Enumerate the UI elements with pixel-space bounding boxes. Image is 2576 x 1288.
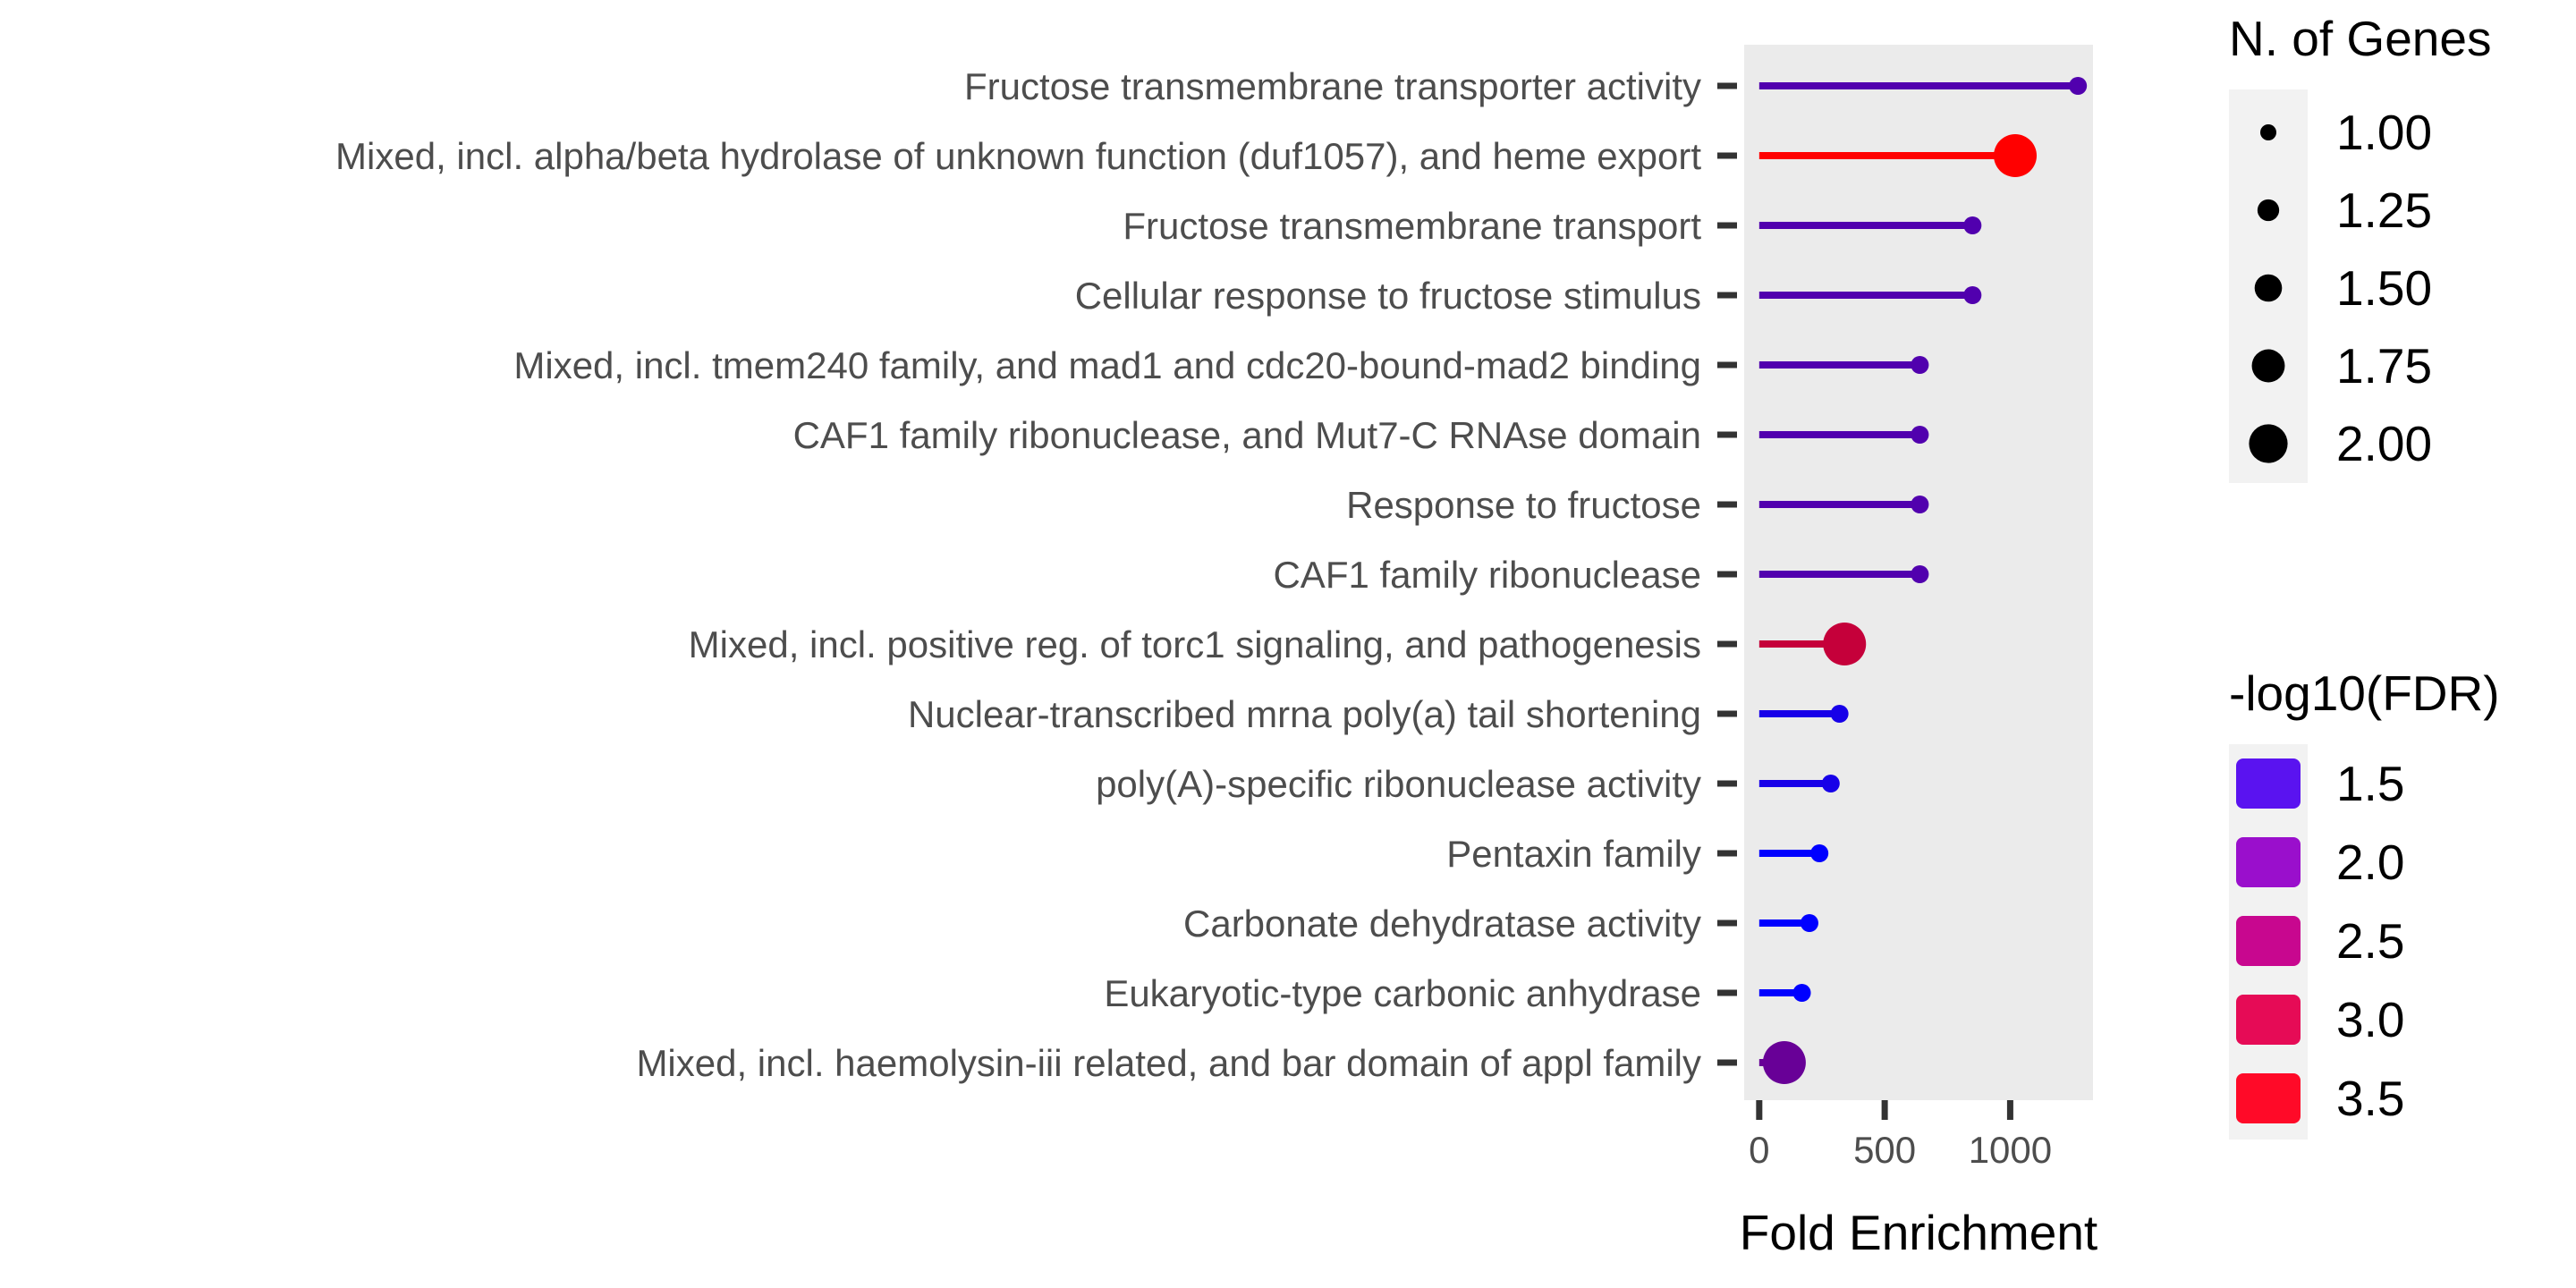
y-tick-label: Pentaxin family <box>1446 833 1701 875</box>
y-tick-label: Cellular response to fructose stimulus <box>1075 275 1701 317</box>
y-tick-label: Carbonate dehydratase activity <box>1183 902 1701 945</box>
lollipop-point <box>1994 134 2038 177</box>
lollipop-point <box>1800 914 1818 932</box>
size-legend-label: 2.00 <box>2336 416 2432 471</box>
y-tick-label: poly(A)-specific ribonuclease activity <box>1096 763 1701 805</box>
lollipop-point <box>1792 984 1811 1002</box>
y-tick-label: Fructose transmembrane transport <box>1123 205 1701 247</box>
size-legend-label: 1.00 <box>2336 105 2432 160</box>
data-marks <box>1758 77 2088 1084</box>
size-legend: N. of Genes 1.00 1.25 1.50 1.75 2.00 <box>2229 11 2491 483</box>
x-tick-label: 1000 <box>1969 1129 2052 1171</box>
lollipop-point <box>2069 77 2088 95</box>
x-tick-label: 0 <box>1749 1129 1769 1171</box>
color-legend-label: 3.5 <box>2336 1071 2404 1126</box>
size-legend-label: 1.50 <box>2336 260 2432 316</box>
x-axis: 0 500 1000 <box>1749 1100 2052 1171</box>
size-legend-key <box>2257 199 2280 222</box>
x-tick-label: 500 <box>1853 1129 1916 1171</box>
color-legend-label: 2.0 <box>2336 835 2404 890</box>
lollipop-point <box>1911 356 1929 374</box>
y-tick-label: Nuclear-transcribed mrna poly(a) tail sh… <box>908 693 1701 735</box>
lollipop-point <box>1810 844 1829 862</box>
lollipop-point <box>1821 775 1840 792</box>
color-legend-key <box>2236 995 2301 1045</box>
size-legend-key <box>2251 349 2285 383</box>
y-tick-label: CAF1 family ribonuclease <box>1273 554 1701 596</box>
lollipop-point <box>1963 286 1982 304</box>
color-legend-key <box>2236 1073 2301 1123</box>
size-legend-key <box>2260 124 2276 140</box>
lollipop-point <box>1911 496 1929 513</box>
color-legend-key <box>2236 758 2301 809</box>
lollipop-point <box>1911 565 1929 583</box>
lollipop-point <box>1830 705 1849 723</box>
color-legend-label: 3.0 <box>2336 992 2404 1047</box>
color-legend: -log10(FDR) 1.5 2.0 2.5 3.0 3.5 <box>2229 665 2500 1140</box>
color-legend-key <box>2236 837 2301 887</box>
y-tick-label: Mixed, incl. alpha/beta hydrolase of unk… <box>335 135 1701 177</box>
y-tick-label: Response to fructose <box>1346 484 1701 526</box>
y-tick-label: Eukaryotic-type carbonic anhydrase <box>1104 972 1701 1014</box>
y-tick-label: Mixed, incl. haemolysin-iii related, and… <box>636 1042 1701 1084</box>
lollipop-point <box>1963 216 1982 234</box>
color-legend-key <box>2236 916 2301 966</box>
lollipop-point <box>1823 623 1867 665</box>
size-legend-label: 1.75 <box>2336 338 2432 394</box>
color-legend-label: 2.5 <box>2336 913 2404 969</box>
lollipop-point <box>1911 426 1929 444</box>
size-legend-label: 1.25 <box>2336 182 2432 238</box>
y-tick-label: CAF1 family ribonuclease, and Mut7-C RNA… <box>793 414 1701 456</box>
size-legend-key <box>2249 424 2288 463</box>
size-legend-key <box>2254 274 2283 302</box>
color-legend-label: 1.5 <box>2336 756 2404 811</box>
y-tick-label: Fructose transmembrane transporter activ… <box>964 65 1701 107</box>
color-legend-title: -log10(FDR) <box>2229 665 2500 721</box>
x-axis-title: Fold Enrichment <box>1740 1205 2097 1260</box>
y-tick-label: Mixed, incl. tmem240 family, and mad1 an… <box>513 344 1701 386</box>
size-legend-title: N. of Genes <box>2229 11 2491 66</box>
lollipop-point <box>1762 1041 1806 1084</box>
y-tick-label: Mixed, incl. positive reg. of torc1 sign… <box>689 623 1701 665</box>
y-axis: Fructose transmembrane transporter activ… <box>335 65 1737 1084</box>
